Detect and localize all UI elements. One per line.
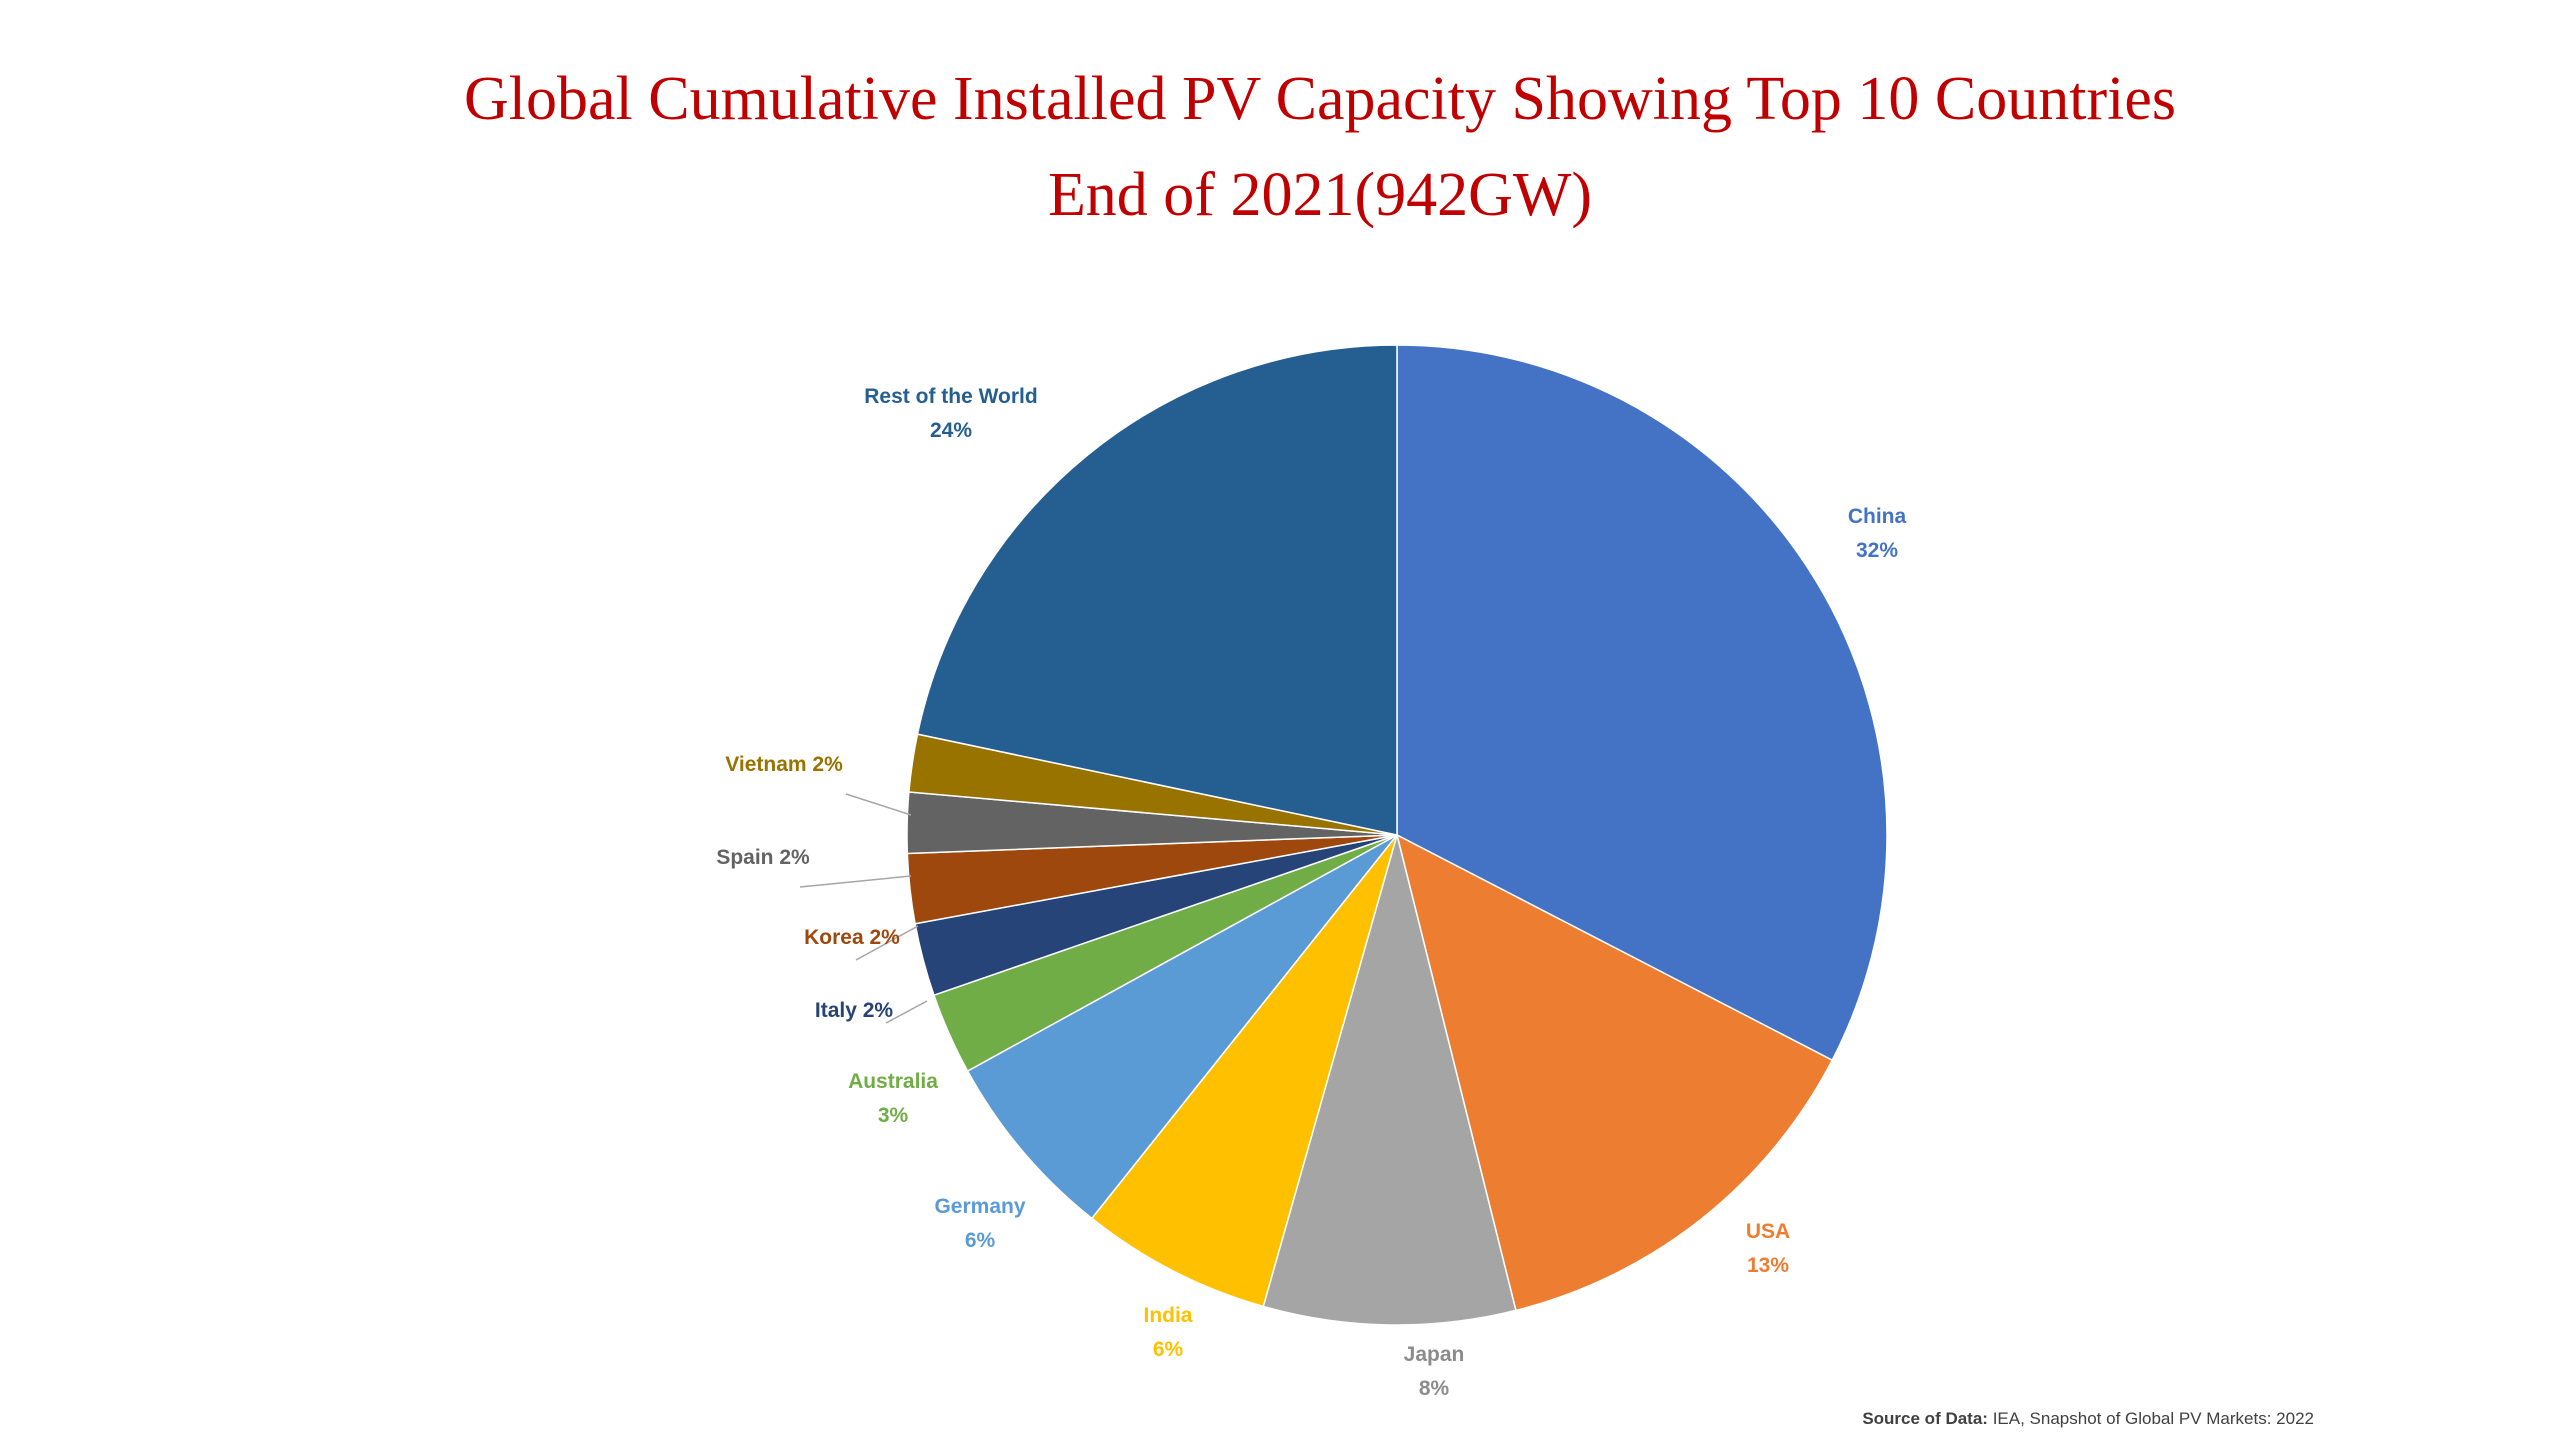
- pie-slice-china: [1396, 344, 1888, 1062]
- slice-label-vietnam: Vietnam 2%: [725, 753, 843, 776]
- chart-title: Global Cumulative Installed PV Capacity …: [463, 65, 2177, 133]
- slice-label-australia: Australia 3%: [848, 1070, 938, 1127]
- leader-line-korea: [855, 925, 919, 961]
- slice-label-spain: Spain 2%: [716, 846, 810, 869]
- slice-label-germany: Germany 6%: [934, 1195, 1025, 1252]
- slice-label-japan: Japan 8%: [1404, 1343, 1465, 1400]
- pie-slice-germany: [966, 834, 1398, 1220]
- slice-labels: China 32% USA 13% Japan 8% India 6% Germany 6% Aus…: [716, 385, 1906, 1400]
- slice-label-china: China 32%: [1848, 505, 1907, 562]
- slice-label-india: India 6%: [1143, 1304, 1192, 1361]
- slice-label-rest-of-the-world: Rest of the World 24%: [864, 385, 1037, 442]
- source-text: IEA, Snapshot of Global PV Markets: 2022: [1992, 1409, 2314, 1428]
- leader-line-spain: [799, 875, 912, 888]
- pie-slice-india: [1090, 834, 1398, 1308]
- slice-label-italy: Italy 2%: [815, 999, 894, 1022]
- source-prefix: Source of Data:: [1862, 1409, 1988, 1428]
- chart-subtitle: End of 2021(942GW): [1047, 161, 1593, 229]
- slice-label-usa: USA 13%: [1746, 1220, 1790, 1277]
- leader-line-italy: [885, 1000, 928, 1024]
- pie-slice-japan: [1262, 832, 1517, 1326]
- leader-line-vietnam: [845, 793, 912, 816]
- pie-slices: [906, 344, 1888, 1326]
- pie-slice-rest-of-the-world: [916, 344, 1398, 836]
- pie-slice-usa: [1395, 833, 1834, 1312]
- slice-label-korea: Korea 2%: [804, 926, 900, 949]
- source-note: Source of Data: IEA, Snapshot of Global …: [1862, 1409, 2314, 1429]
- leader-lines: [799, 793, 928, 1024]
